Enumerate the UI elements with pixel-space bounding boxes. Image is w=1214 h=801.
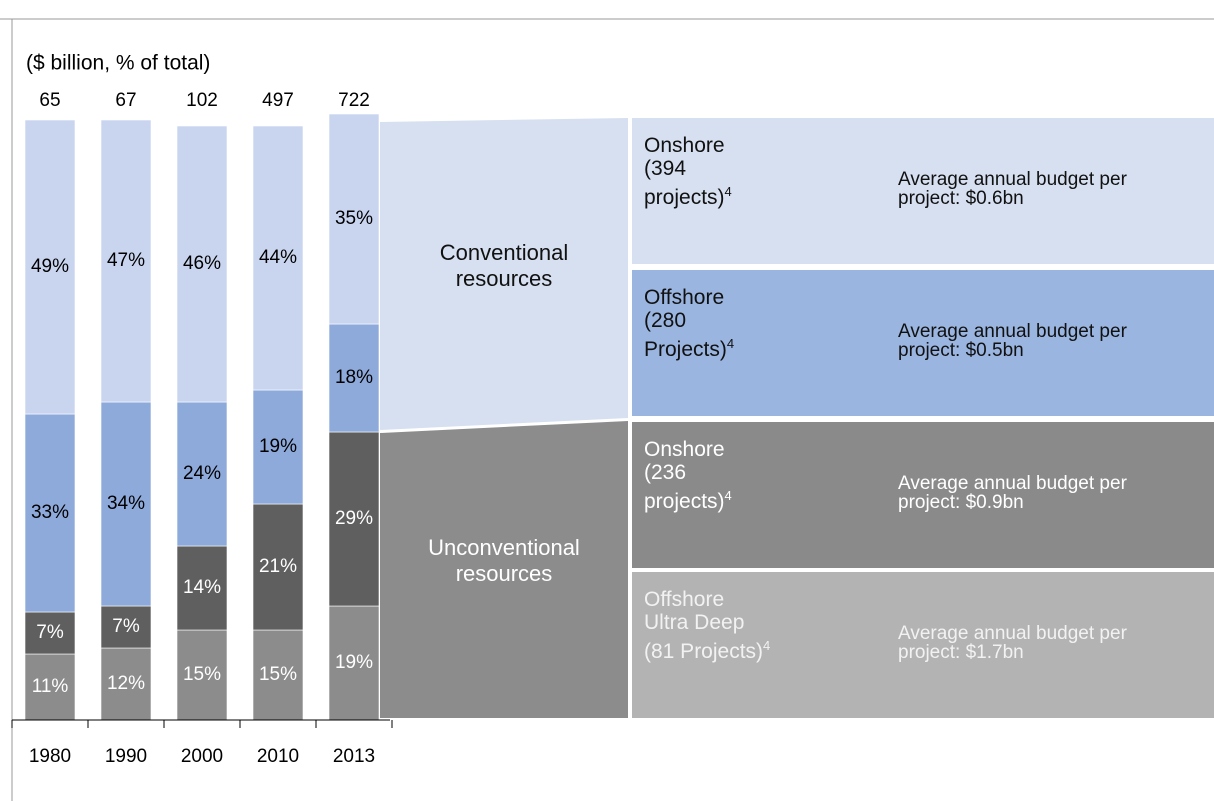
bar-segment — [328, 431, 380, 607]
conventional-shape — [380, 118, 628, 430]
project-count: (394 projects) — [644, 157, 725, 209]
value-label: 12% — [107, 673, 145, 694]
value-label: 14% — [183, 577, 221, 598]
segment-box: Offshore (280 Projects)4 Average annual bu… — [632, 270, 1214, 416]
footnote: 4 — [724, 488, 732, 503]
segment-type: Onshore — [644, 134, 725, 157]
unconventional-shape — [380, 421, 628, 718]
value-label: 7% — [36, 622, 64, 643]
segment-name: Offshore (280 Projects)4 — [644, 286, 774, 361]
bar-segment — [328, 113, 380, 325]
budget: Average annual budget per project: $1.7b… — [898, 623, 1127, 663]
value-label: 19% — [259, 436, 297, 457]
x-tick-label: 1990 — [105, 746, 147, 767]
bar-segment — [24, 611, 76, 655]
value-label: 33% — [31, 502, 69, 523]
budget: Average annual budget per project: $0.5b… — [898, 321, 1127, 361]
bar-segment — [176, 401, 228, 547]
value-label: 19% — [335, 652, 373, 673]
value-label: 21% — [259, 556, 297, 577]
footnote: 4 — [763, 638, 771, 653]
total-label: 102 — [186, 90, 218, 111]
bar-segment — [176, 545, 228, 631]
x-tick-label: 2010 — [257, 746, 299, 767]
bar-segment — [176, 629, 228, 721]
bar-segment — [328, 605, 380, 721]
segment-detail: (81 Projects)4 — [644, 634, 774, 663]
bar-segment — [328, 323, 380, 433]
value-label: 47% — [107, 250, 145, 271]
total-label: 67 — [115, 90, 136, 111]
footnote: 4 — [726, 336, 735, 351]
value-label: 7% — [112, 616, 140, 637]
group-label: Conventional resources — [439, 240, 569, 291]
x-tick-label: 2013 — [333, 746, 375, 767]
bar-segment — [176, 125, 228, 403]
value-label: 24% — [183, 463, 221, 484]
bar-segment — [100, 401, 152, 607]
x-tick-label: 1980 — [29, 746, 71, 767]
subtitle: ($ billion, % of total) — [26, 52, 210, 75]
segment-name: Onshore (394 projects)4 — [644, 134, 774, 209]
segment-detail: (280 Projects)4 — [644, 309, 774, 361]
value-label: 44% — [259, 247, 297, 268]
segment-detail: (394 projects)4 — [644, 157, 774, 209]
bar-segment — [252, 503, 304, 631]
value-label: 34% — [107, 493, 145, 514]
segment-box: Onshore (236 projects)4 Average annual bud… — [632, 422, 1214, 568]
value-label: 11% — [32, 676, 69, 697]
budget: Average annual budget per project: $0.6b… — [898, 169, 1127, 209]
bar-segment — [100, 647, 152, 721]
total-label: 722 — [338, 90, 370, 111]
total-label: 497 — [262, 90, 294, 111]
bar-segment — [24, 119, 76, 415]
project-count: (81 Projects) — [644, 640, 764, 663]
group-label: Unconventional resources — [428, 535, 580, 586]
segment-type: Offshore — [644, 286, 725, 309]
segment-name: Offshore Ultra Deep (81 Projects)4 — [644, 588, 774, 663]
project-count: (280 Projects) — [644, 309, 727, 361]
value-label: 29% — [335, 508, 373, 529]
x-tick-label: 2000 — [181, 746, 223, 767]
value-label: 15% — [183, 664, 221, 685]
bar-segment — [100, 605, 152, 649]
value-label: 15% — [259, 664, 297, 685]
bar-segment — [252, 389, 304, 505]
value-label: 46% — [183, 253, 221, 274]
footnote: 4 — [724, 184, 732, 199]
segment-type: Onshore — [644, 438, 725, 461]
bar-segment — [252, 629, 304, 721]
segment-name: Onshore (236 projects)4 — [644, 438, 774, 513]
value-label: 18% — [335, 367, 373, 388]
segment-box: Onshore (394 projects)4 Average annual bud… — [632, 118, 1214, 264]
budget: Average annual budget per project: $0.9b… — [898, 473, 1127, 513]
segment-type: Offshore Ultra Deep — [644, 588, 745, 634]
bar-segment — [100, 119, 152, 403]
segment-box: Offshore Ultra Deep (81 Projects)4 Average… — [632, 572, 1214, 718]
total-label: 65 — [39, 90, 60, 111]
project-count: (236 projects) — [644, 461, 725, 513]
value-label: 35% — [335, 208, 373, 229]
bar-segment — [252, 125, 304, 391]
segment-detail: (236 projects)4 — [644, 461, 774, 513]
value-label: 49% — [31, 256, 69, 277]
